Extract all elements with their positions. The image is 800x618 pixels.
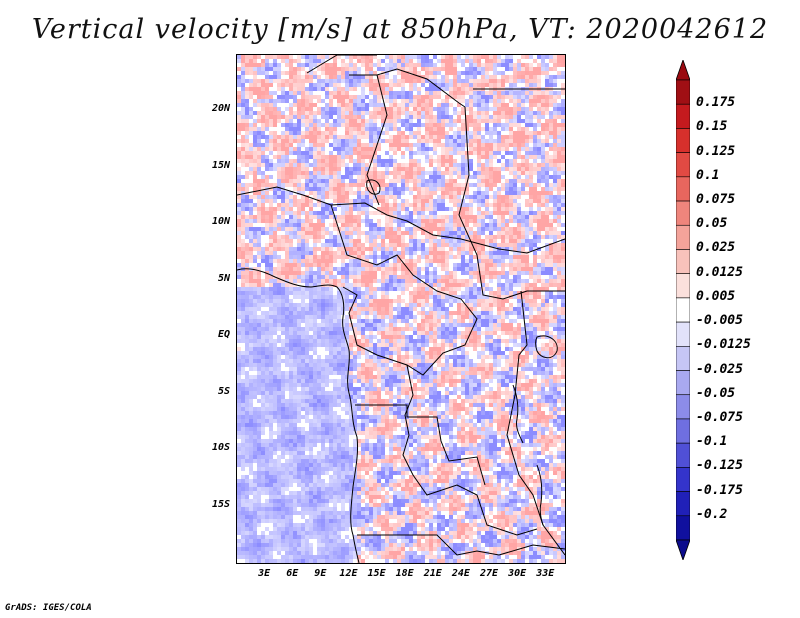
map-panel[interactable] <box>236 54 566 564</box>
colorbar-tick-label: -0.05 <box>696 385 736 401</box>
lon-label: 21E <box>423 568 442 579</box>
plot-title: Vertical velocity [m/s] at 850hPa, VT: 2… <box>31 14 769 45</box>
lake-victoria <box>535 335 558 359</box>
colorbar-bin <box>676 418 690 444</box>
lat-label: 15S <box>211 498 230 510</box>
lon-label: 9E <box>314 568 327 579</box>
lat-label: 5S <box>217 385 230 397</box>
colorbar-bin <box>676 370 690 396</box>
coastline-west-africa <box>237 268 360 563</box>
colorbar-bin <box>676 79 690 105</box>
colorbar-bin <box>676 273 690 299</box>
coastlines-and-borders <box>237 55 565 563</box>
lat-label: 5N <box>217 272 230 284</box>
colorbar-tick-label: 0.125 <box>696 143 736 159</box>
colorbar-tick-label: 0.15 <box>696 119 728 135</box>
border-sahel <box>237 186 565 254</box>
colorbar-tick-label: -0.2 <box>696 506 728 522</box>
colorbar-bin <box>676 442 690 468</box>
velocity-field-map <box>237 55 565 563</box>
lat-label: 15N <box>211 159 230 171</box>
lon-label: 12E <box>339 568 358 579</box>
lat-label: 10S <box>211 442 230 454</box>
colorbar-bin <box>676 346 690 371</box>
colorbar-tick-label: 0.0125 <box>696 264 743 280</box>
colorbar-bin <box>676 103 690 129</box>
colorbar-bin <box>676 297 690 323</box>
border-central <box>330 204 478 376</box>
colorbar-tick-label: 0.175 <box>696 95 736 111</box>
lon-label: 30E <box>508 568 527 579</box>
colorbar-bin <box>676 321 690 347</box>
colorbar-bin <box>676 224 690 250</box>
colorbar-bin <box>676 249 690 274</box>
lon-label: 3E <box>258 568 271 579</box>
lat-label: 20N <box>211 103 230 115</box>
border-chad <box>458 106 565 300</box>
lat-label: EQ <box>217 329 230 341</box>
colorbar-bin <box>676 394 690 420</box>
lake-malawi <box>536 464 544 526</box>
colorbar-tick-label: -0.025 <box>696 361 743 377</box>
colorbar <box>676 60 690 560</box>
lat-label: 10N <box>211 216 230 228</box>
vertical-velocity-field <box>237 55 565 563</box>
colorbar-min-extension <box>676 539 690 560</box>
colorbar-tick-label: -0.0125 <box>696 337 751 353</box>
colorbar-bin <box>676 152 690 178</box>
colorbar-tick-label: 0.1 <box>696 167 720 183</box>
colorbar-max-extension <box>676 60 690 81</box>
colorbar-tick-label: 0.05 <box>696 216 728 232</box>
colorbar-tick-label: 0.025 <box>696 240 736 256</box>
grads-credit: GrADS: IGES/COLA <box>5 603 92 613</box>
lon-label: 33E <box>536 568 555 579</box>
lon-label: 24E <box>451 568 470 579</box>
lake-tanganyika <box>512 384 524 444</box>
colorbar-bin <box>676 515 690 541</box>
border-angola <box>355 404 565 556</box>
lon-label: 15E <box>367 568 386 579</box>
colorbar-tick-label: 0.005 <box>696 288 736 304</box>
lake-chad <box>366 179 381 195</box>
border-east <box>473 88 565 556</box>
lon-label: 27E <box>479 568 499 579</box>
colorbar-tick-label: -0.1 <box>696 434 728 450</box>
lon-label: 6E <box>286 568 299 579</box>
colorbar-tick-label: -0.175 <box>696 482 743 498</box>
border-congo <box>402 364 538 536</box>
colorbar-tick-label: -0.005 <box>696 313 743 329</box>
colorbar-bin <box>676 176 690 202</box>
lon-label: 18E <box>395 568 414 579</box>
colorbar-bin <box>676 467 690 492</box>
colorbar-bin <box>676 200 690 226</box>
colorbar-bin <box>676 128 690 153</box>
colorbar-tick-label: -0.125 <box>696 458 743 474</box>
border-sahara <box>306 55 466 206</box>
colorbar-tick-label: 0.075 <box>696 192 736 208</box>
colorbar-tick-label: -0.075 <box>696 409 743 425</box>
colorbar-bin <box>676 491 690 517</box>
